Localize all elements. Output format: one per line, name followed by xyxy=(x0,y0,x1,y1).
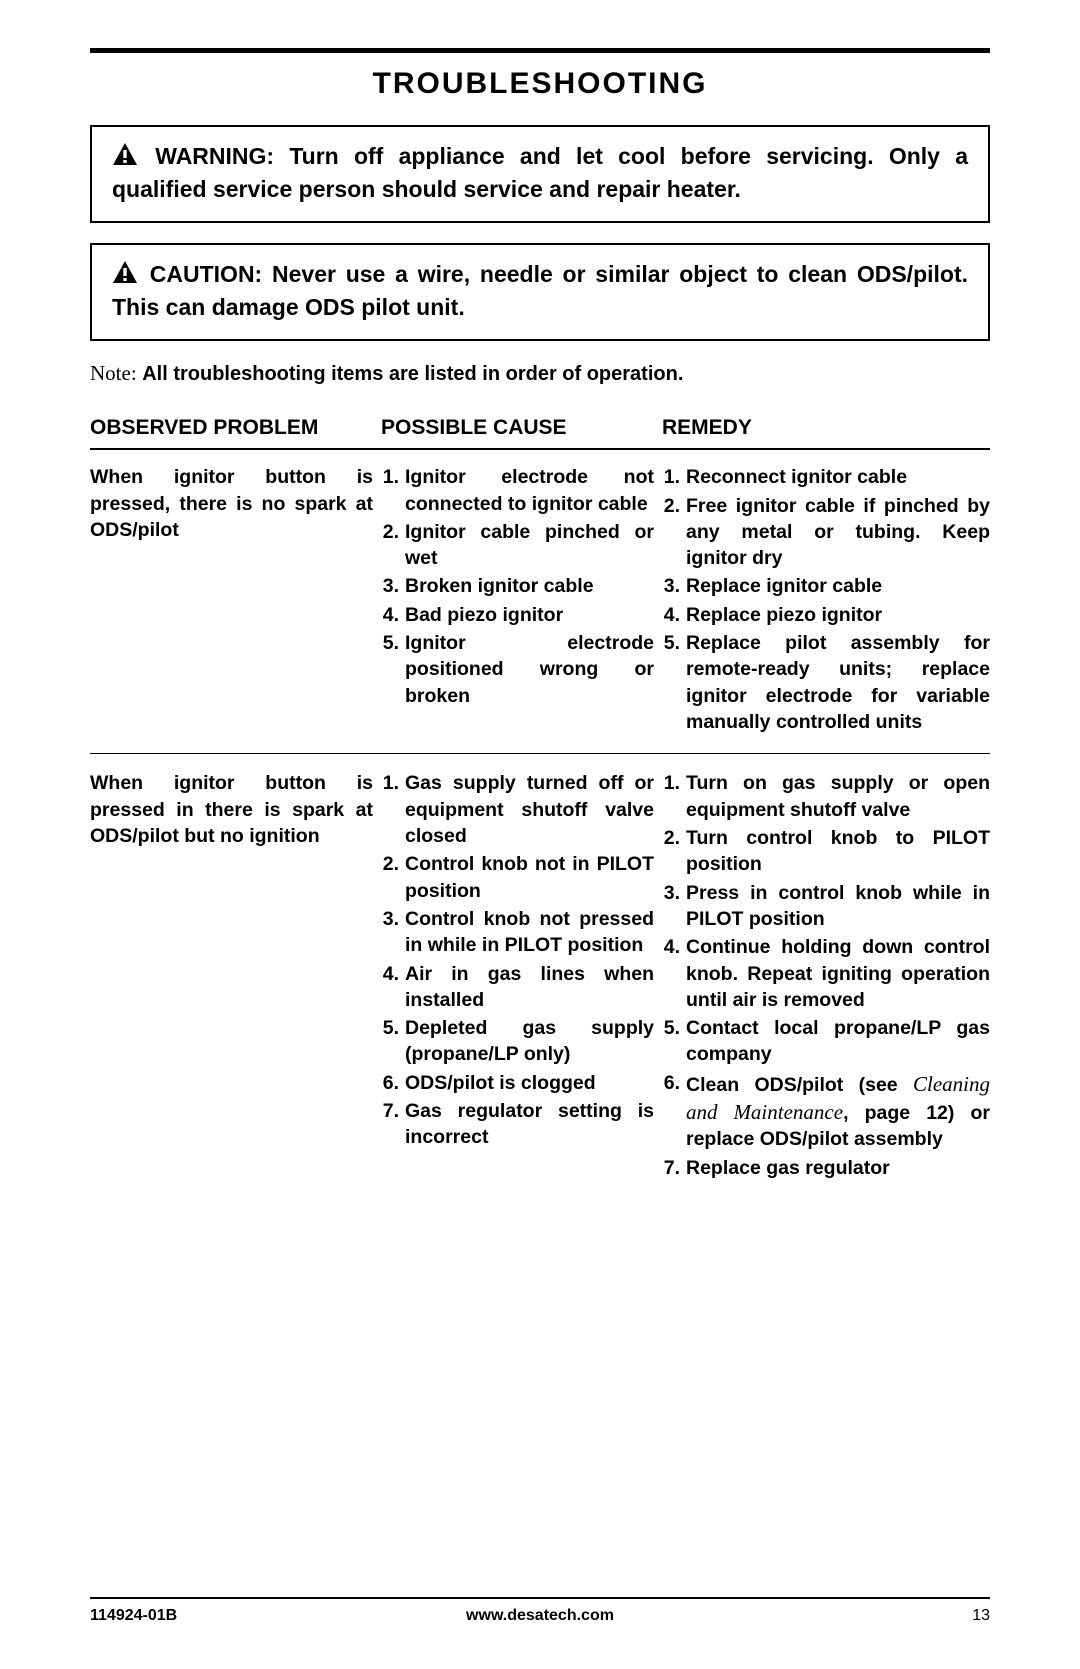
warning-label: WARNING: xyxy=(155,143,274,169)
table-row: When ignitor button is pressed, there is… xyxy=(90,464,990,754)
header-problem: OBSERVED PROBLEM xyxy=(90,416,381,440)
list-item: 3.Replace ignitor cable xyxy=(662,573,990,599)
header-remedy: REMEDY xyxy=(662,416,990,440)
list-item: 5.Ignitor electrode positioned wrong or … xyxy=(381,630,654,709)
footer-page: 13 xyxy=(693,1607,990,1625)
table-body: When ignitor button is pressed, there is… xyxy=(90,464,990,1199)
page-footer: 114924-01B www.desatech.com 13 xyxy=(90,1597,990,1625)
problem-cell: When ignitor button is pressed in there … xyxy=(90,770,381,1183)
troubleshoot-table: OBSERVED PROBLEM POSSIBLE CAUSE REMEDY W… xyxy=(90,416,990,1199)
list-item: 2.Ignitor cable pinched or wet xyxy=(381,519,654,572)
table-header-row: OBSERVED PROBLEM POSSIBLE CAUSE REMEDY xyxy=(90,416,990,450)
list-item: 3.Press in control knob while in PILOT p… xyxy=(662,880,990,933)
warning-box: WARNING: Turn off appliance and let cool… xyxy=(90,125,990,223)
list-item: 1.Turn on gas supply or open equipment s… xyxy=(662,770,990,823)
list-item: 5.Contact local propane/LP gas company xyxy=(662,1015,990,1068)
list-item: 6.Clean ODS/pilot (see Cleaning and Main… xyxy=(662,1070,990,1153)
footer-url: www.desatech.com xyxy=(387,1607,693,1625)
top-rule xyxy=(90,48,990,53)
note-text: All troubleshooting items are listed in … xyxy=(142,363,683,385)
list-item: 1.Gas supply turned off or equipment shu… xyxy=(381,770,654,849)
list-item: 7.Replace gas regulator xyxy=(662,1155,990,1181)
list-item: 4.Replace piezo ignitor xyxy=(662,602,990,628)
list-item: 2.Control knob not in PILOT position xyxy=(381,851,654,904)
list-item: 4.Continue holding down control knob. Re… xyxy=(662,934,990,1013)
cause-cell: 1.Gas supply turned off or equipment shu… xyxy=(381,770,662,1183)
list-item: 3.Control knob not pressed in while in P… xyxy=(381,906,654,959)
remedy-cell: 1.Reconnect ignitor cable 2.Free ignitor … xyxy=(662,464,990,737)
list-item: 2.Turn control knob to PILOT position xyxy=(662,825,990,878)
cause-cell: 1.Ignitor electrode not connected to ign… xyxy=(381,464,662,737)
remedy-cell: 1.Turn on gas supply or open equipment s… xyxy=(662,770,990,1183)
list-item: 4.Bad piezo ignitor xyxy=(381,602,654,628)
header-cause: POSSIBLE CAUSE xyxy=(381,416,662,440)
list-item: 1.Ignitor electrode not connected to ign… xyxy=(381,464,654,517)
caution-box: CAUTION: Never use a wire, needle or sim… xyxy=(90,243,990,341)
warning-icon xyxy=(112,142,138,174)
list-item: 7.Gas regulator setting is incorrect xyxy=(381,1098,654,1151)
footer-docnum: 114924-01B xyxy=(90,1607,387,1625)
note-label: Note: xyxy=(90,361,137,385)
note-line: Note: All troubleshooting items are list… xyxy=(90,361,990,386)
table-row: When ignitor button is pressed in there … xyxy=(90,770,990,1199)
list-item: 1.Reconnect ignitor cable xyxy=(662,464,990,490)
caution-icon xyxy=(112,260,138,292)
list-item: 5.Replace pilot assembly for remote-read… xyxy=(662,630,990,735)
list-item: 4.Air in gas lines when installed xyxy=(381,961,654,1014)
list-item: 6.ODS/pilot is clogged xyxy=(381,1070,654,1096)
page-title: TROUBLESHOOTING xyxy=(90,67,990,101)
list-item: 2.Free ignitor cable if pinched by any m… xyxy=(662,493,990,572)
problem-cell: When ignitor button is pressed, there is… xyxy=(90,464,381,737)
list-item: 5.Depleted gas supply (propane/LP only) xyxy=(381,1015,654,1068)
list-item: 3.Broken ignitor cable xyxy=(381,573,654,599)
caution-label: CAUTION: xyxy=(150,261,262,287)
